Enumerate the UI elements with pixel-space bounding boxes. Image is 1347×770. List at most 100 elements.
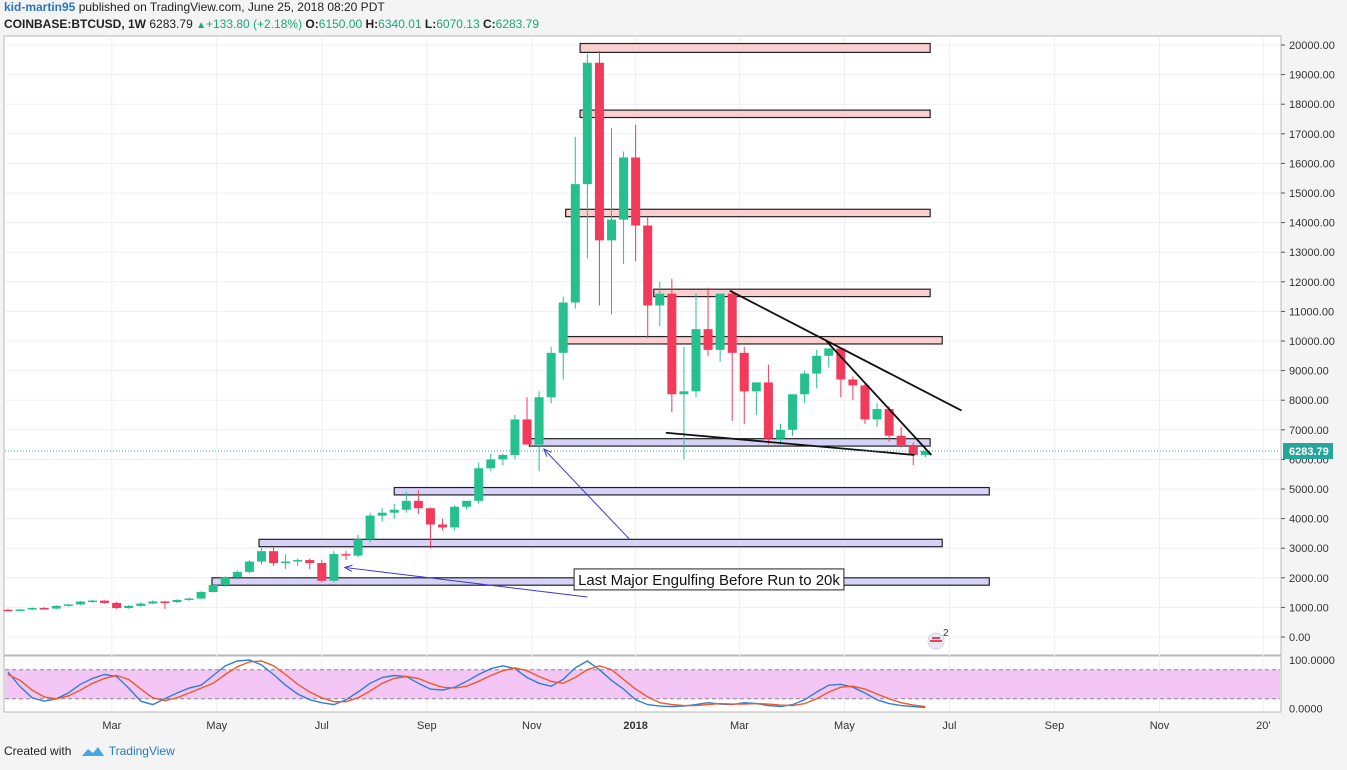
price-tick-label: 11000.00 [1289, 306, 1334, 318]
time-axis[interactable]: Mar May Jul Sep Nov 2018 Mar May Jul Sep Nov 20' [102, 720, 1270, 732]
stochastic-k-line [7, 659, 926, 709]
time-tick-label: Sep [1045, 720, 1065, 732]
footer: Created with TradingView [4, 744, 175, 759]
candle-body [486, 459, 496, 469]
candlestick-series [3, 50, 930, 612]
candle-body [462, 500, 472, 507]
price-pane[interactable] [3, 35, 1282, 656]
price-tick-label: 13000.00 [1289, 247, 1335, 259]
candle-body [269, 551, 279, 563]
candle-body [15, 609, 25, 611]
candle-body [715, 293, 725, 350]
price-tick-label: 7000.00 [1289, 425, 1329, 437]
candle-body [172, 600, 182, 603]
annotation-arrow [543, 448, 630, 540]
candle-body [317, 563, 327, 581]
candle-body [474, 468, 484, 501]
low-value: 6070.13 [436, 17, 480, 31]
candle-body [220, 577, 230, 585]
candle-body [703, 329, 713, 350]
chart-header: kid-martin95 published on TradingView.co… [0, 0, 1347, 36]
last-price: 6283.79 [149, 17, 193, 31]
candle-body [631, 157, 641, 226]
price-tick-label: 4000.00 [1289, 514, 1329, 526]
candle-body [908, 446, 918, 455]
resistance-zone [653, 288, 931, 298]
price-tick-label: 12000.00 [1289, 277, 1335, 289]
price-tick-label: 8000.00 [1289, 395, 1329, 407]
time-tick-label: Nov [522, 720, 542, 732]
candle-body [546, 352, 556, 398]
up-triangle-icon: ▲ [196, 20, 206, 31]
candle-body [727, 293, 737, 353]
low-label: L: [424, 17, 437, 31]
annotation-label: Last Major Engulfing Before Run to 20k [578, 572, 840, 589]
price-tick-label: 20000.00 [1289, 40, 1335, 52]
published-text: published on TradingView.com, June 25, 2… [78, 0, 385, 14]
candle-body [39, 607, 49, 610]
support-zone [258, 538, 943, 548]
time-tick-label: May [834, 720, 855, 732]
close-value: 6283.79 [495, 17, 540, 31]
candle-body [824, 348, 834, 356]
candle-body [136, 603, 146, 606]
candle-body [377, 512, 387, 516]
price-chart[interactable]: Last Major Engulfing Before Run to 20k 0… [0, 0, 1347, 740]
symbol-line: COINBASE:BTCUSD, 1W 6283.79 ▲+133.80 (+2… [4, 17, 539, 31]
annotation-box [573, 568, 845, 591]
candle-body [401, 500, 411, 510]
close-label: C: [482, 17, 496, 31]
price-tick-label: 19000.00 [1289, 70, 1335, 82]
symbol-name: COINBASE:BTCUSD, 1W [4, 17, 147, 31]
tradingview-logo-icon [81, 746, 104, 756]
stochastic-d-line [7, 660, 926, 708]
price-tick-label: 17000.00 [1289, 129, 1335, 141]
time-tick-label: Mar [730, 720, 749, 732]
price-tick-label: 15000.00 [1289, 188, 1335, 200]
candle-body [100, 600, 110, 603]
price-axis[interactable]: 0.00 1000.00 2000.00 3000.00 4000.00 5000.00 6… [1281, 40, 1335, 644]
candle-body [353, 539, 363, 556]
last-price-marker: 6283.79 [5, 442, 1333, 459]
tradingview-link[interactable]: TradingView [108, 744, 175, 758]
candle-body [365, 515, 375, 540]
candle-body [450, 506, 460, 528]
svg-text:2: 2 [943, 628, 949, 639]
candle-body [691, 329, 701, 392]
candle-body [438, 524, 448, 528]
candle-body [643, 225, 653, 306]
price-tick-label: 5000.00 [1289, 484, 1329, 496]
candle-body [522, 419, 532, 445]
candle-body [184, 598, 194, 601]
candle-body [124, 605, 134, 608]
resistance-zone [565, 208, 931, 218]
candle-body [389, 509, 399, 513]
price-tick-label: 14000.00 [1289, 218, 1335, 230]
last-price-tag [1283, 442, 1333, 459]
candle-body [812, 355, 822, 374]
candle-body [244, 561, 254, 572]
time-tick-label: Nov [1150, 720, 1170, 732]
candle-body [112, 602, 122, 608]
candle-body [739, 352, 749, 392]
candle-body [196, 592, 206, 599]
candle-body [63, 604, 73, 606]
stochastic-axis: 100.0000 0.0000 [1289, 655, 1335, 716]
candle-body [160, 601, 170, 603]
time-tick-label: May [206, 720, 227, 732]
candle-body [305, 560, 315, 563]
candle-body [87, 600, 97, 603]
time-tick-label: Jul [315, 720, 329, 732]
stochastic-band-fill [5, 669, 1280, 699]
candle-body [329, 554, 339, 581]
high-label: H: [365, 17, 379, 31]
candle-body [920, 450, 930, 455]
author-link[interactable]: kid-martin95 [4, 0, 76, 14]
time-tick-label: 20' [1256, 720, 1270, 732]
candle-body [3, 609, 13, 612]
publish-line: kid-martin95 published on TradingView.co… [4, 0, 385, 14]
annotation-arrow-head [343, 564, 353, 572]
candle-body [281, 561, 291, 564]
price-tick-label: 10000.00 [1289, 336, 1335, 348]
candle-body [896, 435, 906, 447]
